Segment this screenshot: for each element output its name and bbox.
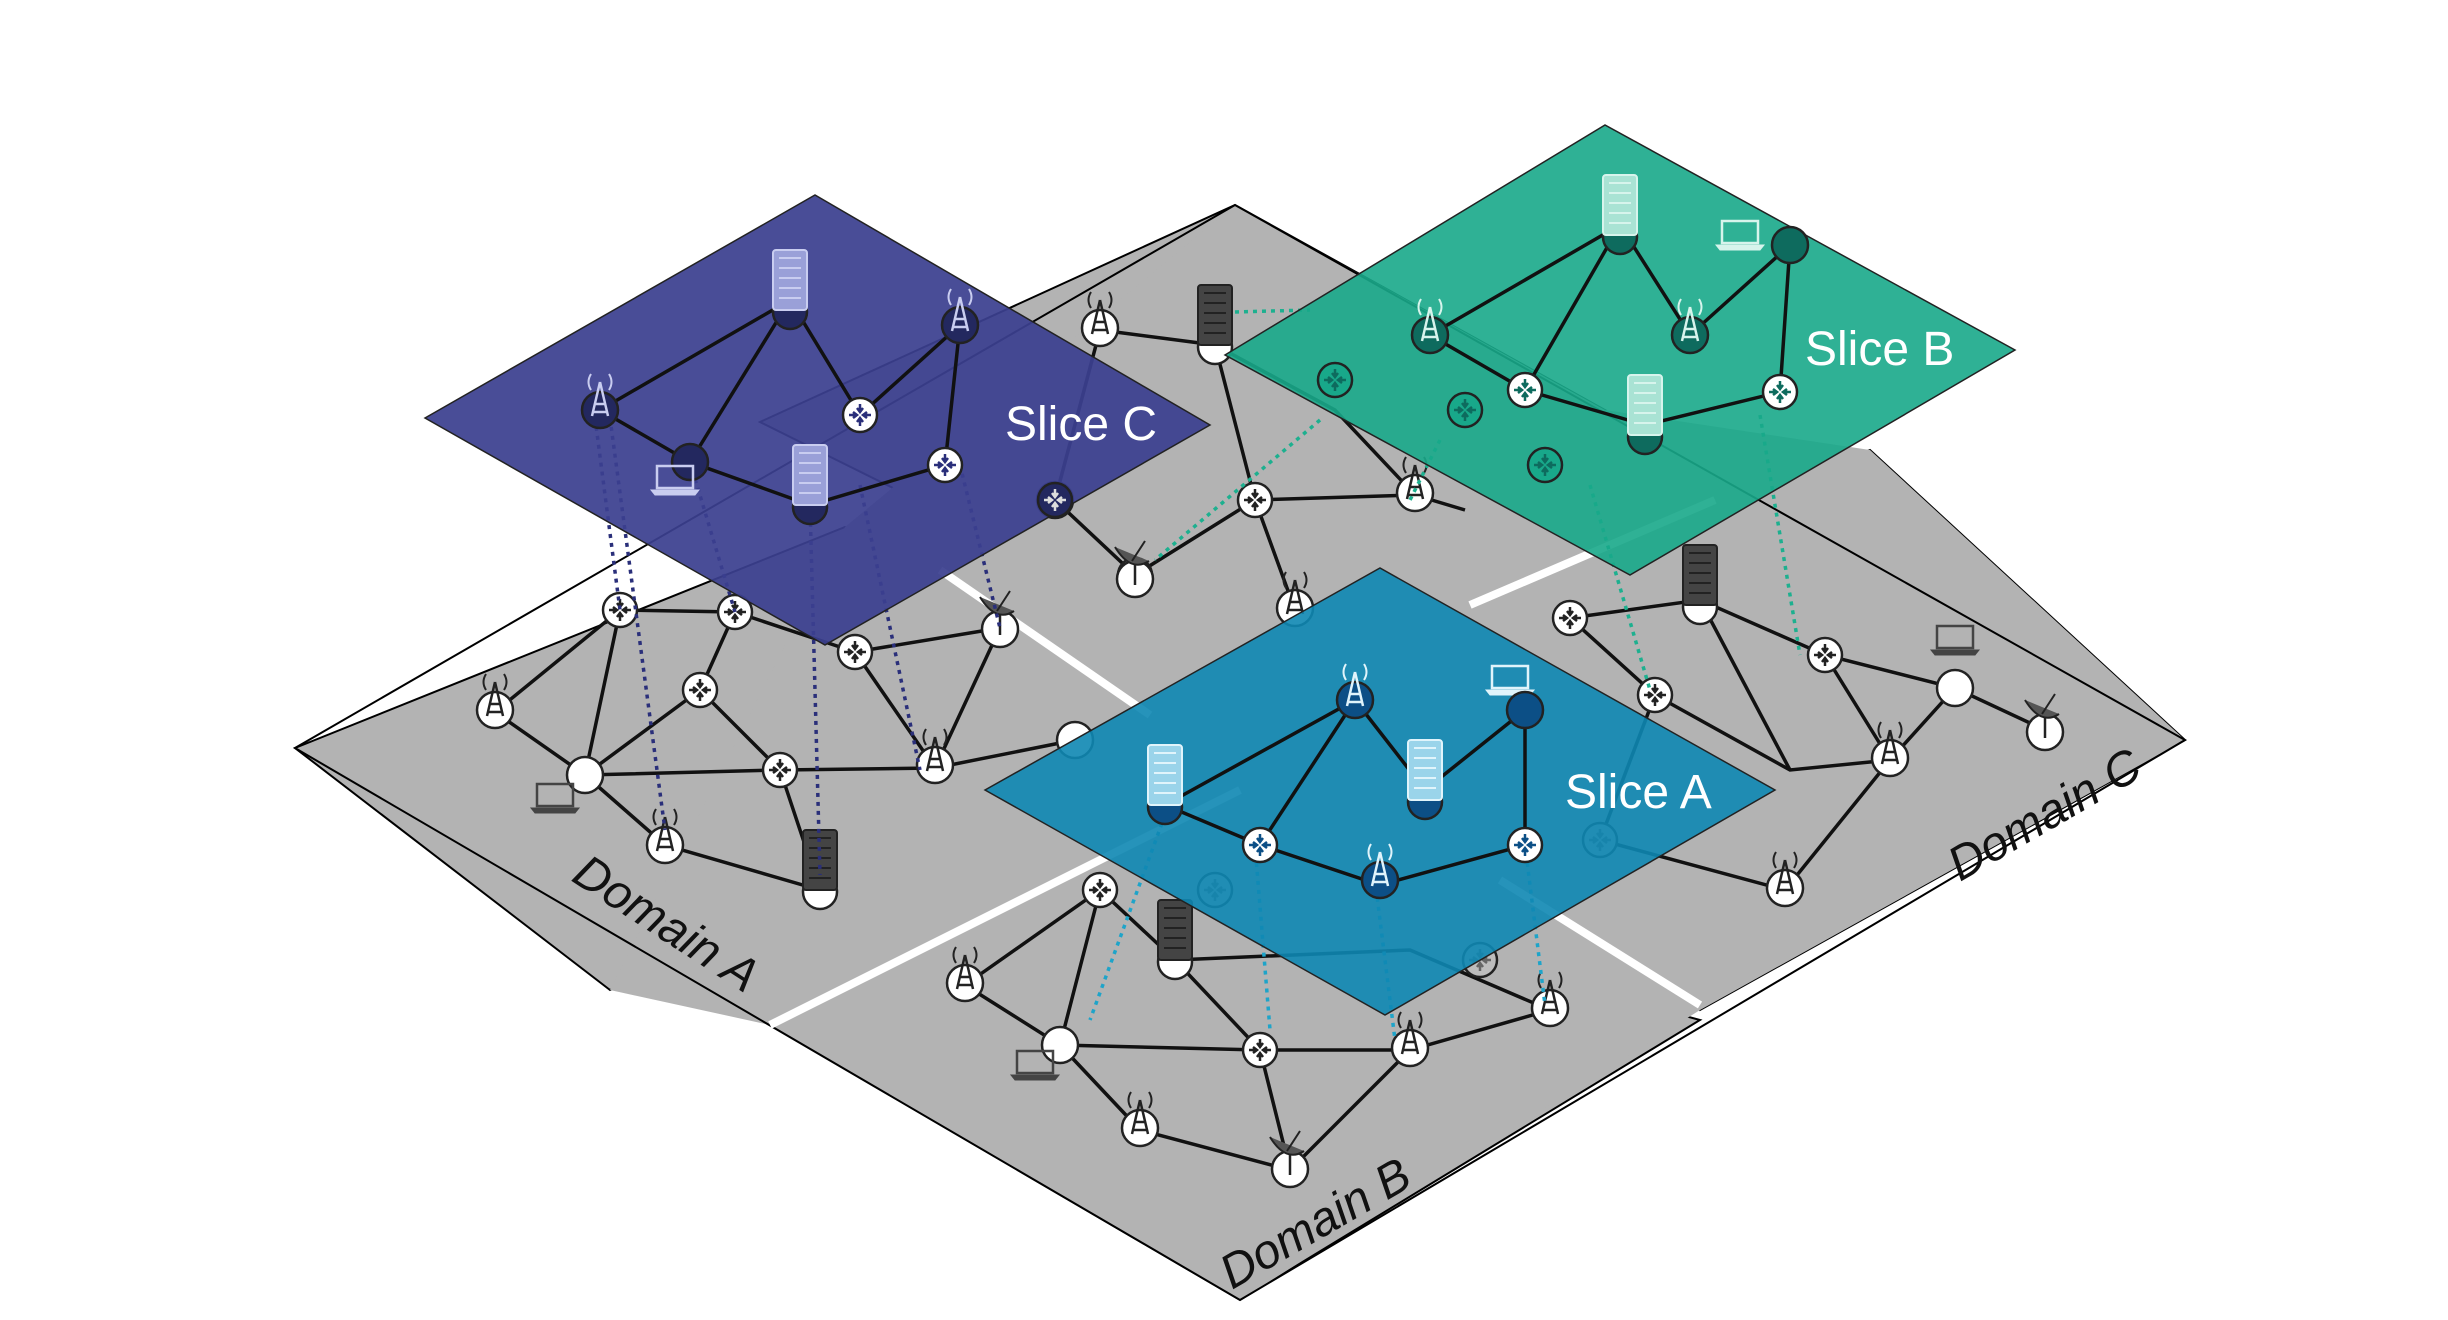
router-icon	[841, 396, 879, 434]
domain-a-link	[933, 627, 1002, 769]
node	[565, 755, 605, 795]
slice-a-link	[1164, 803, 1526, 887]
laptop-icon	[1929, 624, 1981, 656]
domain-c-link	[1783, 758, 1892, 892]
router-icon	[1446, 391, 1484, 429]
domain-b-front-link	[963, 888, 1102, 987]
router-icon	[926, 446, 964, 484]
slice-b-label: Slice B	[1805, 323, 1954, 376]
router-icon	[1506, 826, 1544, 864]
server-rack-icon	[1196, 284, 1234, 366]
slice-b-link	[1429, 222, 1792, 338]
server-rack-icon	[1601, 174, 1639, 256]
antenna-tower-icon	[1120, 1091, 1160, 1148]
router-icon	[1806, 636, 1844, 674]
server-rack-icon	[1626, 374, 1664, 456]
slice-c-mapping-link	[808, 504, 822, 876]
divider-a-b-upper	[937, 566, 1153, 719]
router-icon	[761, 751, 799, 789]
domain-a-link	[583, 609, 622, 776]
slice-planes	[423, 124, 2017, 1016]
domain-b-front-link	[1058, 1043, 1412, 1172]
antenna-tower-icon	[940, 288, 980, 345]
router-icon	[1236, 481, 1274, 519]
domain-a-link	[493, 710, 936, 777]
antenna-tower-icon	[1530, 971, 1570, 1028]
router-icon	[1761, 373, 1799, 411]
router-icon	[1241, 1031, 1279, 1069]
antenna-tower-icon	[475, 673, 515, 730]
slice-c-mapping-link	[608, 417, 667, 831]
antenna-tower-icon	[1335, 663, 1375, 720]
antenna-tower-icon	[645, 808, 685, 865]
domain-b-link	[1099, 328, 1416, 502]
server-rack-icon	[791, 444, 829, 526]
antenna-tower-icon	[1410, 298, 1450, 355]
antenna-tower-icon	[1390, 1011, 1430, 1068]
antenna-tower-icon	[915, 728, 955, 785]
antenna-tower-icon	[1765, 851, 1805, 908]
slice-c-plane	[423, 194, 1212, 646]
domain-b-front-link	[1058, 889, 1102, 1046]
antenna-tower-icon	[945, 946, 985, 1003]
satellite-dish-icon	[1114, 540, 1155, 599]
router-icon	[1241, 826, 1279, 864]
laptop-icon	[529, 782, 581, 814]
slice-a-plane	[983, 567, 1777, 1016]
slice-b-link	[1523, 224, 1622, 391]
slice-c-label: Slice C	[1005, 398, 1157, 451]
slice-c-link	[688, 299, 792, 463]
router-icon	[1526, 446, 1564, 484]
antenna-tower-icon	[1360, 843, 1400, 900]
slice-b-mapping-link	[1153, 418, 1322, 562]
server-rack-icon	[1406, 739, 1444, 821]
slice-a-link	[1258, 699, 1357, 846]
server-rack-icon	[801, 829, 839, 911]
node	[670, 442, 710, 482]
router-icon	[1036, 481, 1074, 519]
node	[1770, 225, 1810, 265]
router-icon	[681, 671, 719, 709]
router-icon	[1506, 371, 1544, 409]
slice-nodes	[580, 174, 1810, 900]
router-icon	[601, 591, 639, 629]
router-icon	[1636, 676, 1674, 714]
domain-c-link	[1698, 599, 1792, 771]
laptop-icon	[1009, 1049, 1061, 1081]
router-icon	[1316, 361, 1354, 399]
antenna-tower-icon	[1080, 291, 1120, 348]
server-rack-icon	[1681, 544, 1719, 626]
node	[1040, 1025, 1080, 1065]
node	[1505, 690, 1545, 730]
server-rack-icon	[1146, 744, 1184, 826]
slice-b-plane	[1223, 124, 2017, 576]
server-rack-icon	[1156, 899, 1194, 981]
laptop-icon	[649, 464, 701, 496]
server-rack-icon	[771, 249, 809, 331]
node	[1935, 668, 1975, 708]
satellite-dish-icon	[1269, 1130, 1310, 1189]
antenna-tower-icon	[580, 373, 620, 430]
slice-a-label: Slice A	[1565, 766, 1712, 819]
router-icon	[1081, 871, 1119, 909]
laptop-icon	[1714, 219, 1766, 251]
antenna-tower-icon	[1870, 721, 1910, 778]
satellite-dish-icon	[979, 590, 1020, 649]
slice-c-link	[599, 297, 962, 418]
router-icon	[836, 633, 874, 671]
router-icon	[1551, 599, 1589, 637]
slice-b-mapping-link	[1234, 308, 1311, 314]
antenna-tower-icon	[1670, 298, 1710, 355]
satellite-dish-icon	[2024, 693, 2065, 752]
